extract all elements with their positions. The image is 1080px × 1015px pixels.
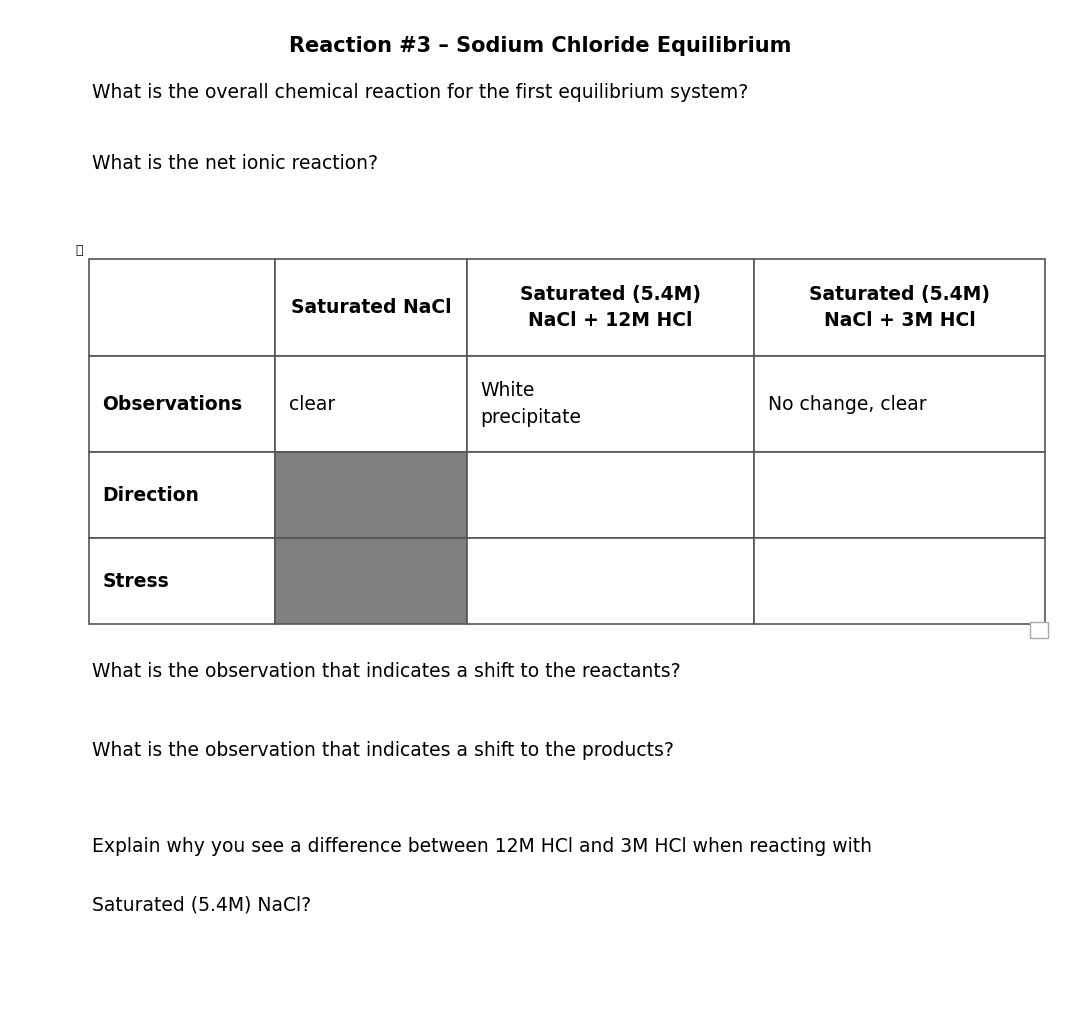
Text: Explain why you see a difference between 12M HCl and 3M HCl when reacting with: Explain why you see a difference between… xyxy=(92,837,872,857)
Bar xyxy=(754,355,1045,453)
Text: Reaction #3 – Sodium Chloride Equilibrium: Reaction #3 – Sodium Chloride Equilibriu… xyxy=(288,36,792,56)
Text: ⤢: ⤢ xyxy=(76,245,82,257)
Bar xyxy=(275,355,467,453)
Text: What is the net ionic reaction?: What is the net ionic reaction? xyxy=(92,154,378,174)
Bar xyxy=(754,453,1045,538)
Bar xyxy=(89,355,275,453)
Text: Saturated (5.4M)
NaCl + 3M HCl: Saturated (5.4M) NaCl + 3M HCl xyxy=(809,285,990,330)
Bar xyxy=(89,453,275,538)
Text: Observations: Observations xyxy=(103,395,243,413)
Text: No change, clear: No change, clear xyxy=(768,395,927,413)
Text: Direction: Direction xyxy=(103,486,200,504)
Bar xyxy=(467,453,754,538)
Text: Saturated (5.4M) NaCl?: Saturated (5.4M) NaCl? xyxy=(92,895,311,915)
Bar xyxy=(754,259,1045,355)
Bar xyxy=(467,259,754,355)
Bar xyxy=(275,453,467,538)
Bar xyxy=(467,538,754,624)
Text: Saturated NaCl: Saturated NaCl xyxy=(291,297,451,317)
Text: Saturated (5.4M)
NaCl + 12M HCl: Saturated (5.4M) NaCl + 12M HCl xyxy=(519,285,701,330)
Bar xyxy=(89,259,275,355)
Bar xyxy=(754,538,1045,624)
Bar xyxy=(89,538,275,624)
Bar xyxy=(275,538,467,624)
Text: What is the observation that indicates a shift to the reactants?: What is the observation that indicates a… xyxy=(92,662,680,681)
Text: What is the overall chemical reaction for the first equilibrium system?: What is the overall chemical reaction fo… xyxy=(92,83,748,103)
Bar xyxy=(275,259,467,355)
Text: clear: clear xyxy=(289,395,336,413)
Text: Stress: Stress xyxy=(103,571,170,591)
Bar xyxy=(1030,622,1048,638)
Text: What is the observation that indicates a shift to the products?: What is the observation that indicates a… xyxy=(92,741,674,760)
Bar xyxy=(467,355,754,453)
Text: White
precipitate: White precipitate xyxy=(481,382,581,427)
